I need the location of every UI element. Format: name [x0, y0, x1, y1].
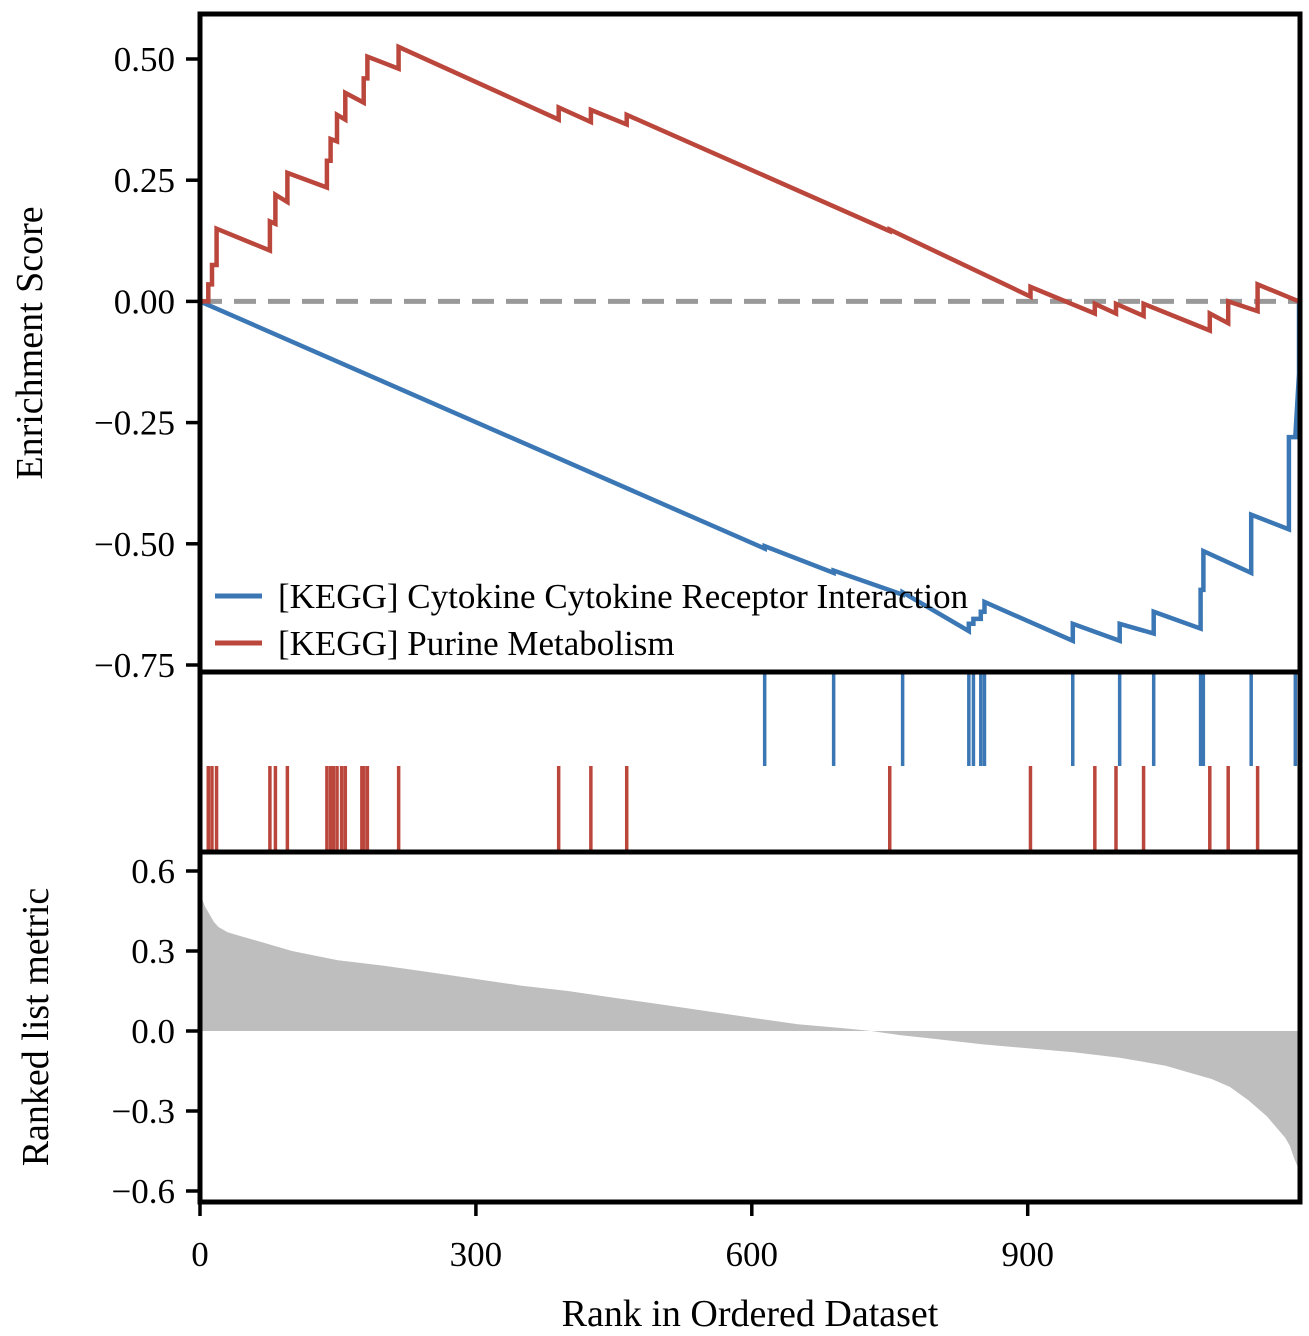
metric-frame: [197, 849, 1303, 1205]
x-tick-label: 300: [450, 1235, 503, 1274]
metric-y-tick-label: 0.6: [131, 852, 175, 891]
es-y-tick-label: −0.75: [94, 646, 175, 685]
metric-area: [200, 892, 1299, 1170]
legend: [KEGG] Cytokine Cytokine Receptor Intera…: [215, 577, 968, 663]
es-y-tick-label: 0.25: [114, 161, 175, 200]
es-line-purine: [200, 43, 1300, 334]
es-y-axis-title: Enrichment Score: [9, 206, 51, 479]
metric-y-axis-title: Ranked list metric: [15, 888, 57, 1167]
es-line-cytokine: [199, 299, 1302, 645]
hits-panel: [197, 669, 1303, 855]
es-frame: [197, 11, 1303, 675]
es-y-tick-label: 0.00: [114, 282, 175, 321]
x-tick-label: 0: [191, 1235, 209, 1274]
metric-y-tick-label: 0.3: [131, 932, 175, 971]
x-axis: 0 300 600 900 Rank in Ordered Dataset: [191, 1202, 1054, 1335]
enrichment-panel: 0.50 0.25 0.00 −0.25 −0.50 −0.75 Enrichment Sc…: [9, 11, 1303, 685]
metric-y-tick-label: −0.3: [112, 1092, 176, 1131]
legend-label: [KEGG] Cytokine Cytokine Receptor Intera…: [278, 577, 968, 616]
es-y-tick-label: −0.50: [94, 525, 175, 564]
x-tick-label: 900: [1001, 1235, 1054, 1274]
x-axis-title: Rank in Ordered Dataset: [562, 1293, 939, 1335]
metric-y-tick-label: −0.6: [112, 1172, 176, 1211]
es-y-tick-label: −0.25: [94, 404, 175, 443]
es-y-tick-label: 0.50: [114, 40, 175, 79]
x-tick-label: 600: [726, 1235, 779, 1274]
metric-y-tick-label: 0.0: [131, 1012, 175, 1051]
legend-label: [KEGG] Purine Metabolism: [278, 624, 675, 663]
metric-panel: 0.6 0.3 0.0 −0.3 −0.6 Ranked list metric: [15, 849, 1303, 1211]
